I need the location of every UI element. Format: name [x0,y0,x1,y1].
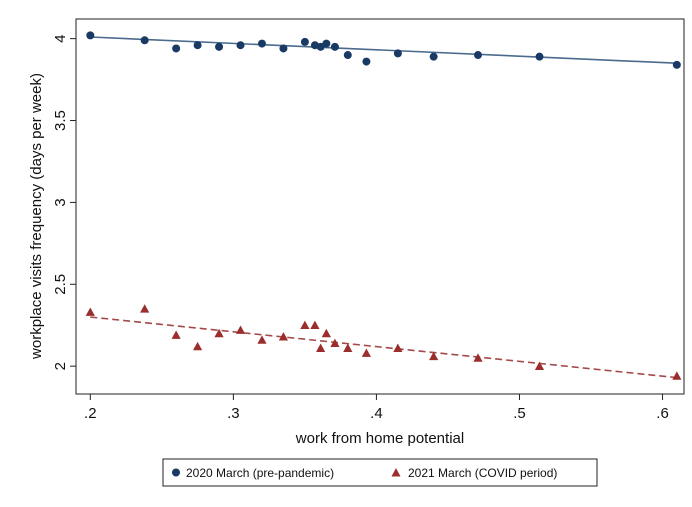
data-point-series-1 [534,361,545,370]
data-point-series-1 [321,328,331,338]
data-point-series-1 [672,371,682,380]
x-axis-title: work from home potential [295,430,464,447]
data-point-series-0 [473,51,482,60]
data-point-series-1 [361,348,372,357]
data-point-series-1 [393,343,403,352]
legend-marker-2020 [172,468,180,477]
data-point-series-1 [257,335,267,344]
y-tick-label: 4 [52,34,69,42]
data-point-series-1 [316,343,326,352]
data-point-series-1 [330,338,340,348]
y-tick-label: 3 [52,198,69,206]
x-tick-label: .5 [513,405,526,422]
data-point-series-0 [343,51,352,60]
data-point-series-0 [393,49,402,58]
data-point-series-0 [300,37,309,46]
data-point-series-0 [140,36,149,45]
data-point-series-0 [672,60,681,69]
data-point-series-0 [429,52,438,61]
data-point-series-1 [300,320,310,330]
y-axis-title: workplace visits frequency (days per wee… [28,73,45,360]
data-point-series-0 [86,31,95,40]
data-point-series-1 [235,325,246,334]
y-tick-label: 2.5 [52,274,69,295]
data-point-series-0 [193,41,202,50]
x-tick-label: .6 [656,405,669,422]
data-point-series-1 [429,351,439,361]
data-point-series-1 [473,353,483,362]
legend-label-2021: 2021 March (COVID period) [408,466,557,480]
legend-label-2020: 2020 March (pre-pandemic) [186,466,334,480]
data-point-series-1 [214,328,224,338]
data-point-series-1 [343,343,353,352]
fit-line-series-0 [90,36,677,65]
data-point-series-0 [362,57,371,66]
y-tick-label: 2 [52,362,69,370]
data-point-series-0 [236,41,245,50]
legend-marker-2021 [391,468,401,477]
data-point-series-1 [278,332,289,341]
legend-box [162,458,598,487]
y-tick-label: 3.5 [52,110,69,131]
plot-area [75,18,685,395]
data-point-series-0 [322,39,331,48]
data-point-series-1 [140,304,150,313]
data-point-series-0 [279,44,288,53]
data-point-series-0 [535,52,544,61]
data-point-series-1 [85,307,95,316]
data-point-series-0 [172,44,181,53]
data-point-series-0 [257,39,266,48]
data-point-series-0 [330,42,339,51]
x-tick-label: .3 [227,405,240,422]
legend: 2020 March (pre-pandemic) 2021 March (CO… [162,458,598,487]
data-point-series-1 [193,341,203,351]
data-point-series-1 [310,320,320,330]
x-tick-label: .4 [370,405,383,422]
data-point-series-1 [171,330,181,339]
x-tick-label: .2 [84,405,97,422]
data-point-series-0 [215,42,224,51]
